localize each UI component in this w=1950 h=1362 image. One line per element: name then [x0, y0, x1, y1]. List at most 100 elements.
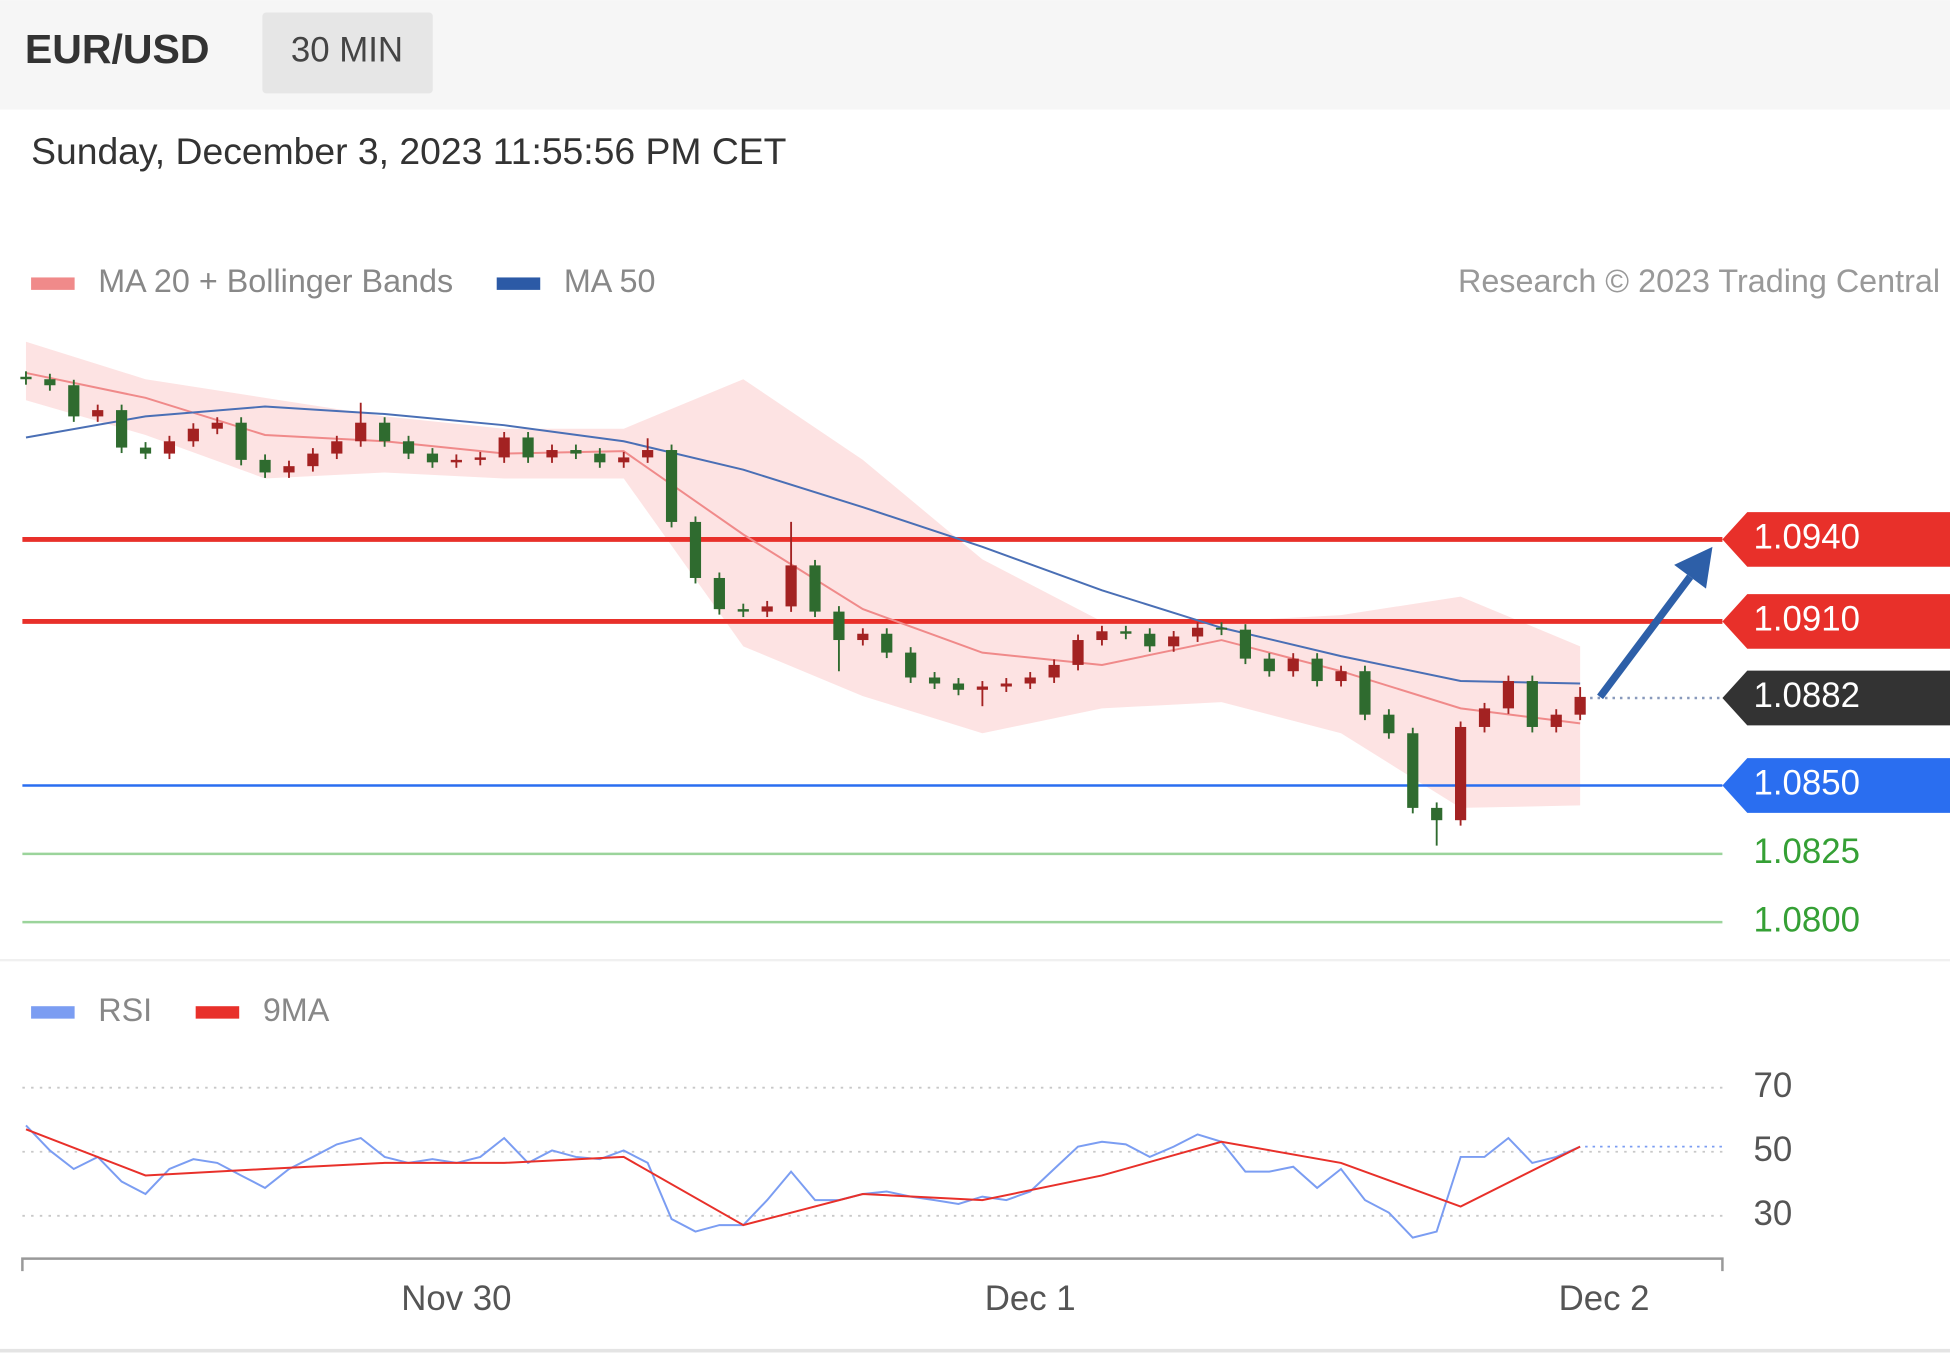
candle-body: [522, 437, 534, 458]
legend-label: MA 20 + Bollinger Bands: [98, 263, 453, 299]
candle-body: [259, 459, 271, 473]
candle-body: [1024, 677, 1036, 684]
candle-body: [809, 565, 821, 612]
interval-badge[interactable]: [262, 12, 433, 94]
level-label: 1.0910: [1754, 600, 1860, 639]
x-axis: [21, 1257, 1724, 1272]
level-tag: [1722, 758, 1950, 813]
legend-label: 9MA: [263, 992, 330, 1028]
candle-body: [976, 686, 988, 690]
legend-label: MA 50: [564, 263, 656, 299]
candle-body: [1431, 807, 1443, 821]
candle-body: [1383, 714, 1395, 734]
candle-body: [665, 450, 678, 522]
candle-body: [881, 633, 893, 653]
candle-body: [1502, 681, 1515, 709]
y-tick-label: 70: [1754, 1066, 1793, 1105]
x-tick-label: Dec 2: [1559, 1279, 1650, 1318]
candle-body: [833, 611, 845, 641]
candle-body: [857, 633, 869, 641]
candle-body: [1120, 631, 1132, 634]
level-label: 1.0882: [1754, 676, 1860, 715]
candle-body: [450, 459, 462, 463]
level-tag: [1722, 670, 1950, 726]
candle-body: [713, 577, 725, 610]
level-label: 1.0800: [1754, 900, 1860, 939]
x-tick-label: Nov 30: [401, 1279, 511, 1318]
candle-body: [1526, 681, 1538, 727]
candle-body: [426, 453, 439, 463]
candle-body: [307, 453, 319, 467]
credit: Research © 2023 Trading Central: [1458, 263, 1940, 299]
candle-body: [402, 441, 415, 454]
candle-body: [689, 521, 702, 578]
level-label: 1.0940: [1754, 518, 1860, 557]
candle-body: [642, 450, 654, 458]
candle-body: [1048, 664, 1060, 678]
candle-body: [187, 428, 199, 442]
candle-body: [163, 441, 176, 454]
candle-body: [68, 385, 80, 417]
candle-body: [1478, 708, 1491, 727]
candle-body: [355, 422, 367, 442]
candle-body: [1311, 658, 1323, 682]
candle-body: [1455, 726, 1467, 821]
forecast-arrow-head: [1674, 546, 1713, 589]
level-tag: [1722, 594, 1950, 649]
candle-body: [952, 683, 965, 690]
candle-body: [1263, 658, 1275, 672]
interval[interactable]: 30 MIN: [291, 31, 403, 70]
rsi-line: [25, 1124, 1581, 1239]
candle-body: [474, 457, 486, 460]
candle-body: [905, 652, 917, 678]
candle-body: [1168, 636, 1180, 647]
level-label: 1.0850: [1754, 764, 1860, 803]
candle-body: [235, 422, 247, 460]
candle-body: [1072, 640, 1084, 665]
candle-body: [139, 447, 152, 454]
candle-body: [1335, 671, 1347, 682]
bollinger-band: [25, 341, 1581, 808]
candle-body: [331, 441, 343, 454]
candle-body: [211, 422, 223, 429]
candle-body: [92, 410, 104, 417]
candle-body: [283, 466, 295, 473]
moving-average: [25, 405, 1581, 685]
level-label: 1.0825: [1754, 832, 1860, 871]
legend-label: RSI: [98, 992, 152, 1028]
candle-body: [1215, 627, 1228, 630]
candle-body: [116, 410, 128, 448]
candle-body: [498, 437, 510, 458]
candle-body: [1407, 733, 1419, 808]
candle-body: [928, 677, 941, 684]
candle-body: [1359, 671, 1371, 715]
x-tick-label: Dec 1: [985, 1279, 1076, 1318]
legend-swatch: [195, 1006, 240, 1019]
candle-body: [379, 422, 391, 442]
legend-swatch: [31, 1006, 75, 1019]
candle-body: [737, 609, 749, 612]
candle-body: [1000, 683, 1012, 687]
symbol: EUR/USD: [25, 26, 210, 72]
candle-body: [785, 565, 797, 607]
y-tick-label: 50: [1754, 1130, 1793, 1169]
candle-body: [1144, 633, 1156, 647]
candle-body: [20, 376, 32, 380]
rsi-line: [25, 1128, 1581, 1227]
forecast-arrow: [1597, 574, 1694, 700]
candle-body: [1239, 629, 1252, 659]
timestamp: Sunday, December 3, 2023 11:55:56 PM CET: [31, 130, 786, 172]
legend-swatch: [31, 277, 75, 290]
candle-body: [570, 450, 582, 454]
candle-body: [1550, 714, 1562, 727]
level-tag: [1722, 512, 1950, 567]
candle-body: [44, 379, 56, 386]
y-tick-label: 30: [1754, 1194, 1793, 1233]
candle-body: [1191, 627, 1204, 637]
candle-body: [546, 450, 558, 458]
candle-body: [1096, 631, 1108, 641]
legend-swatch: [496, 277, 541, 290]
candle-body: [1287, 658, 1299, 672]
